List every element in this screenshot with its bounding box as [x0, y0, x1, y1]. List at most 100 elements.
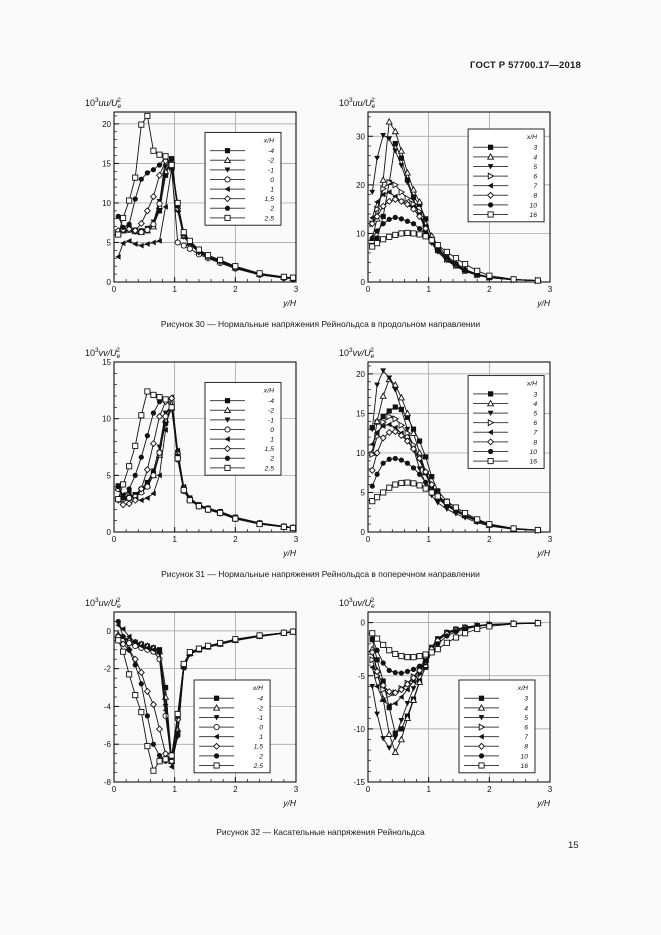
svg-text:2,5: 2,5	[264, 465, 275, 472]
svg-text:0: 0	[366, 785, 371, 794]
svg-text:30: 30	[356, 132, 365, 141]
svg-text:y/H: y/H	[282, 298, 297, 308]
svg-text:103uu/Ue2: 103uu/Ue2	[339, 97, 376, 110]
svg-text:4: 4	[533, 401, 537, 408]
svg-text:-15: -15	[353, 778, 365, 787]
svg-text:103uv/Ue2: 103uv/Ue2	[339, 597, 375, 610]
svg-text:1: 1	[172, 785, 177, 794]
svg-text:0: 0	[112, 285, 117, 294]
svg-text:8: 8	[524, 744, 528, 751]
svg-text:3: 3	[533, 145, 537, 152]
page-number: 15	[568, 840, 579, 851]
svg-text:0: 0	[270, 177, 274, 184]
svg-text:0: 0	[366, 285, 371, 294]
svg-text:1,5: 1,5	[265, 446, 275, 453]
svg-text:0: 0	[361, 278, 366, 287]
svg-text:3: 3	[533, 391, 537, 398]
svg-text:0: 0	[361, 528, 366, 537]
svg-text:5: 5	[107, 471, 112, 480]
svg-text:7: 7	[524, 734, 528, 741]
svg-text:2: 2	[487, 285, 492, 294]
svg-text:0: 0	[107, 528, 112, 537]
svg-text:6: 6	[533, 420, 537, 427]
svg-text:1: 1	[172, 285, 177, 294]
svg-text:5: 5	[361, 488, 366, 497]
figure-caption-32: Рисунок 32 — Касательные напряжения Рейн…	[216, 827, 425, 837]
chart-vv-transverse-far: 0 1 2 3 0 5 10 15 20 y/H 103vv/Ue2 x/H 3 4 5 6 7 8 10 16	[339, 347, 553, 558]
svg-text:y/H: y/H	[536, 298, 551, 308]
svg-text:2,5: 2,5	[264, 215, 275, 222]
svg-text:3: 3	[548, 285, 553, 294]
svg-text:8: 8	[533, 439, 537, 446]
svg-text:-5: -5	[358, 672, 366, 681]
svg-text:-2: -2	[268, 158, 274, 165]
svg-text:2: 2	[487, 535, 492, 544]
svg-text:103uu/Ue2: 103uu/Ue2	[85, 97, 122, 110]
svg-text:-8: -8	[104, 778, 112, 787]
svg-text:0: 0	[366, 535, 371, 544]
svg-text:20: 20	[356, 370, 365, 379]
svg-text:4: 4	[524, 705, 528, 712]
chart-vv-transverse-near: 0 1 2 3 0 5 10 15 y/H 103vv/Ue2 x/H -4 -2 -1 0 1 1,5 2 2,5	[85, 347, 299, 558]
svg-text:0: 0	[107, 278, 112, 287]
svg-text:103uv/Ue2: 103uv/Ue2	[85, 597, 121, 610]
chart-uu-longitudinal-near: 0 1 2 3 0 5 10 15 20 y/H 103uu/Ue2 x/H -4 -2 -1 0 1 1,5 2 2…	[85, 97, 299, 308]
svg-text:10: 10	[520, 753, 528, 760]
svg-text:4: 4	[533, 154, 537, 161]
svg-text:0: 0	[361, 619, 366, 628]
svg-text:15: 15	[356, 409, 365, 418]
document-header: ГОСТ Р 57700.17—2018	[470, 60, 581, 71]
svg-text:y/H: y/H	[282, 548, 297, 558]
svg-text:0: 0	[112, 785, 117, 794]
svg-text:7: 7	[533, 183, 537, 190]
svg-text:x/H: x/H	[263, 387, 274, 394]
svg-text:y/H: y/H	[536, 548, 551, 558]
svg-text:6: 6	[524, 724, 528, 731]
svg-text:10: 10	[356, 229, 365, 238]
svg-text:10: 10	[530, 449, 538, 456]
svg-text:5: 5	[107, 238, 112, 247]
figure-caption-30: Рисунок 30 — Нормальные напряжения Рейно…	[160, 319, 481, 329]
svg-text:2: 2	[269, 456, 274, 463]
svg-text:-4: -4	[268, 398, 274, 405]
svg-text:103vv/Ue2: 103vv/Ue2	[339, 347, 375, 360]
svg-text:-4: -4	[268, 148, 274, 155]
svg-text:2: 2	[233, 285, 238, 294]
svg-text:-10: -10	[353, 725, 365, 734]
svg-text:0: 0	[270, 427, 274, 434]
svg-text:15: 15	[102, 358, 111, 367]
svg-text:-2: -2	[104, 665, 112, 674]
svg-text:-1: -1	[257, 715, 263, 722]
svg-text:-6: -6	[104, 740, 112, 749]
svg-text:-1: -1	[268, 417, 274, 424]
svg-text:3: 3	[294, 785, 299, 794]
svg-text:-2: -2	[268, 408, 274, 415]
svg-text:1: 1	[426, 785, 431, 794]
svg-text:6: 6	[533, 173, 537, 180]
svg-text:20: 20	[356, 181, 365, 190]
svg-text:0: 0	[107, 627, 112, 636]
svg-text:0: 0	[112, 535, 117, 544]
svg-text:5: 5	[533, 164, 537, 171]
svg-text:15: 15	[102, 159, 111, 168]
svg-text:y/H: y/H	[536, 798, 551, 808]
svg-text:y/H: y/H	[282, 798, 297, 808]
svg-text:8: 8	[533, 193, 537, 200]
svg-text:103vv/Ue2: 103vv/Ue2	[85, 347, 121, 360]
svg-text:5: 5	[524, 715, 528, 722]
svg-text:2: 2	[269, 206, 274, 213]
svg-text:7: 7	[533, 430, 537, 437]
svg-text:-1: -1	[268, 167, 274, 174]
svg-text:1: 1	[270, 436, 274, 443]
svg-text:10: 10	[102, 199, 111, 208]
svg-text:1: 1	[259, 734, 263, 741]
svg-text:16: 16	[520, 763, 528, 770]
svg-text:1,5: 1,5	[265, 196, 275, 203]
svg-text:5: 5	[533, 410, 537, 417]
svg-text:3: 3	[294, 285, 299, 294]
svg-text:3: 3	[294, 535, 299, 544]
svg-text:10: 10	[356, 449, 365, 458]
svg-text:-2: -2	[257, 705, 263, 712]
svg-text:10: 10	[102, 415, 111, 424]
